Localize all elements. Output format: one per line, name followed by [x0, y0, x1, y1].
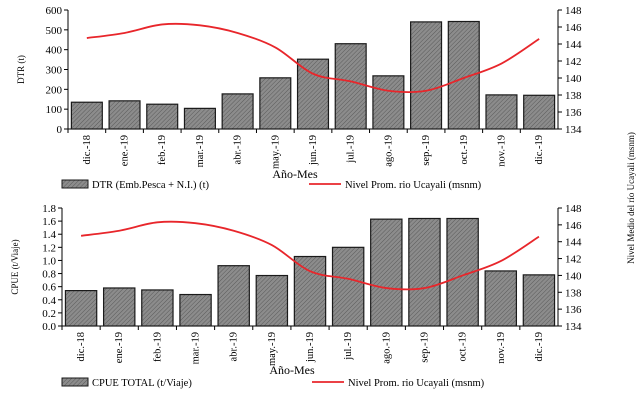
- x-tick-label: abr.-19: [233, 135, 244, 164]
- bar: [331, 246, 365, 327]
- bar: [146, 103, 179, 130]
- x-tick-label: dic.-19: [534, 332, 545, 361]
- y-tick-label: 100: [46, 104, 63, 116]
- y-tick-label: 0: [57, 124, 63, 136]
- series-line-nivel: [86, 22, 540, 94]
- x-tick-label: oct.-19: [458, 332, 469, 361]
- y-tick-label: 0.4: [42, 295, 56, 307]
- y2-tick-label: 144: [565, 39, 582, 51]
- x-axis-title: Año-Mes: [269, 363, 315, 377]
- x-tick-label: nov.-19: [496, 135, 507, 167]
- y-tick-label: 1.0: [42, 255, 56, 267]
- legend-label-line: Nivel Prom. rio Ucayali (msnm): [348, 378, 485, 389]
- x-tick-label: jul.-19: [346, 135, 357, 164]
- y-tick-label: 0.8: [42, 269, 56, 281]
- x-tick-label: ago.-19: [383, 135, 394, 167]
- legend-swatch-bar: [61, 179, 89, 189]
- x-tick-label: mar.-19: [191, 332, 202, 364]
- bar: [370, 218, 403, 327]
- y-tick-label: 0.0: [42, 321, 56, 333]
- bar: [259, 77, 292, 130]
- y2-tick-label: 142: [565, 56, 582, 68]
- x-tick-label: jul.-19: [343, 332, 354, 361]
- legend-swatch-bar: [61, 377, 89, 387]
- x-tick-label: ago.-19: [381, 332, 392, 364]
- right-axis-label: Nivel Medio del río Ucayali (msnm): [626, 132, 636, 264]
- x-tick-label: sep.-19: [419, 332, 430, 363]
- y-tick-label: 0.2: [42, 308, 56, 320]
- legend-label-bar: DTR (Emb.Pesca + N.I.) (t): [92, 180, 210, 191]
- y2-tick-label: 138: [565, 90, 582, 102]
- x-tick-label: feb.-19: [152, 332, 163, 362]
- y2-tick-label: 134: [565, 124, 582, 136]
- y-tick-label: 200: [46, 84, 63, 96]
- y-tick-label: 300: [46, 65, 63, 77]
- x-tick-label: nov.-19: [496, 332, 507, 364]
- bar: [108, 100, 141, 130]
- bar: [522, 274, 556, 327]
- y2-tick-label: 142: [565, 254, 582, 266]
- x-tick-label: may.-19: [267, 332, 278, 366]
- bar: [293, 255, 327, 327]
- x-tick-label: dic.-18: [82, 135, 93, 164]
- x-tick-label: may.-19: [270, 135, 281, 169]
- bar: [64, 290, 98, 327]
- bar: [296, 58, 330, 130]
- legend-label-bar: CPUE TOTAL (t/Viaje): [92, 378, 192, 389]
- y2-tick-label: 138: [565, 287, 582, 299]
- bar: [410, 21, 443, 130]
- x-tick-label: ene.-19: [120, 135, 131, 166]
- y2-tick-label: 144: [565, 237, 582, 249]
- y2-tick-label: 146: [565, 220, 582, 232]
- bar: [179, 293, 212, 327]
- x-tick-label: dic.-19: [534, 135, 545, 164]
- x-tick-label: ene.-19: [114, 332, 125, 363]
- bar: [408, 217, 441, 327]
- bar: [484, 270, 518, 327]
- bar: [70, 101, 103, 130]
- y-tick-label: 600: [46, 5, 63, 17]
- legend-label-line: Nivel Prom. rio Ucayali (msnm): [345, 180, 482, 191]
- y2-tick-label: 146: [565, 22, 582, 34]
- bar: [217, 265, 250, 327]
- x-tick-label: mar.-19: [195, 135, 206, 167]
- bar: [255, 274, 289, 327]
- bar: [485, 94, 518, 130]
- bar: [102, 287, 136, 327]
- x-axis-title: Año-Mes: [272, 167, 318, 181]
- y-axis-title: DTR (t): [16, 55, 26, 84]
- bar: [523, 94, 556, 130]
- y2-tick-label: 148: [565, 203, 582, 215]
- bar: [141, 289, 174, 327]
- bar: [447, 20, 480, 130]
- x-tick-label: jun.-19: [305, 332, 316, 363]
- y-axis-title: CPUE (t/Viaje): [10, 239, 20, 294]
- y2-tick-label: 140: [565, 270, 582, 282]
- y2-tick-label: 140: [565, 73, 582, 85]
- series-line-nivel: [80, 220, 540, 291]
- y-tick-label: 1.4: [42, 229, 56, 241]
- y-tick-label: 1.6: [42, 216, 56, 228]
- x-tick-label: dic.-18: [76, 332, 87, 361]
- x-tick-label: sep.-19: [421, 135, 432, 166]
- bar: [183, 107, 216, 130]
- y2-tick-label: 148: [565, 5, 582, 17]
- y2-tick-label: 136: [565, 304, 582, 316]
- y2-tick-label: 136: [565, 107, 582, 119]
- x-tick-label: feb.-19: [157, 135, 168, 165]
- y-tick-label: 1.2: [42, 242, 56, 254]
- bar: [221, 93, 254, 130]
- y-tick-label: 400: [46, 45, 63, 57]
- y-tick-label: 500: [46, 25, 63, 37]
- bar: [372, 75, 405, 130]
- x-tick-label: oct.-19: [459, 135, 470, 164]
- y-tick-label: 0.6: [42, 282, 56, 294]
- y-tick-label: 1.8: [42, 203, 56, 215]
- y2-tick-label: 134: [565, 321, 582, 333]
- x-tick-label: jun.-19: [308, 135, 319, 166]
- x-tick-label: abr.-19: [229, 332, 240, 361]
- bar: [334, 43, 367, 130]
